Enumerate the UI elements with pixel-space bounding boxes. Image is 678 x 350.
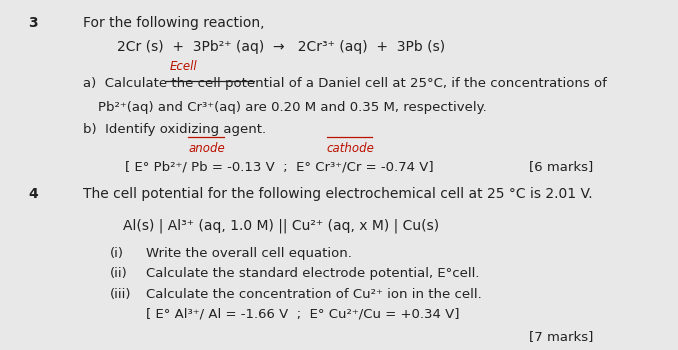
Text: (ii): (ii) <box>110 267 127 280</box>
Text: anode: anode <box>188 142 225 155</box>
Text: Εcell: Εcell <box>170 60 197 73</box>
Text: a)  Calculate the cell potential of a Daniel cell at 25°C, if the concentrations: a) Calculate the cell potential of a Dan… <box>83 77 606 90</box>
Text: [ E° Pb²⁺/ Pb = -0.13 V  ;  E° Cr³⁺/Cr = -0.74 V]: [ E° Pb²⁺/ Pb = -0.13 V ; E° Cr³⁺/Cr = -… <box>125 160 433 173</box>
Text: Al(s) | Al³⁺ (aq, 1.0 M) || Cu²⁺ (aq, x M) | Cu(s): Al(s) | Al³⁺ (aq, 1.0 M) || Cu²⁺ (aq, x … <box>123 218 439 232</box>
Text: [7 marks]: [7 marks] <box>529 330 593 343</box>
Text: The cell potential for the following electrochemical cell at 25 °C is 2.01 V.: The cell potential for the following ele… <box>83 188 592 202</box>
Text: Calculate the standard electrode potential, E°cell.: Calculate the standard electrode potenti… <box>146 267 479 280</box>
Text: Pb²⁺(aq) and Cr³⁺(aq) are 0.20 M and 0.35 M, respectively.: Pb²⁺(aq) and Cr³⁺(aq) are 0.20 M and 0.3… <box>98 101 486 114</box>
Text: 2Cr (s)  +  3Pb²⁺ (aq)  →   2Cr³⁺ (aq)  +  3Pb (s): 2Cr (s) + 3Pb²⁺ (aq) → 2Cr³⁺ (aq) + 3Pb … <box>117 40 445 54</box>
Text: Calculate the concentration of Cu²⁺ ion in the cell.: Calculate the concentration of Cu²⁺ ion … <box>146 288 481 301</box>
Text: (iii): (iii) <box>110 288 131 301</box>
Text: [ E° Al³⁺/ Al = -1.66 V  ;  E° Cu²⁺/Cu = +0.34 V]: [ E° Al³⁺/ Al = -1.66 V ; E° Cu²⁺/Cu = +… <box>146 308 460 321</box>
Text: b)  Identify oxidizing agent.: b) Identify oxidizing agent. <box>83 123 266 136</box>
Text: (i): (i) <box>110 247 123 260</box>
Text: 4: 4 <box>28 188 38 202</box>
Text: [6 marks]: [6 marks] <box>529 160 593 173</box>
Text: For the following reaction,: For the following reaction, <box>83 16 264 30</box>
Text: 3: 3 <box>28 16 38 30</box>
Text: cathode: cathode <box>327 142 375 155</box>
Text: Write the overall cell equation.: Write the overall cell equation. <box>146 247 352 260</box>
